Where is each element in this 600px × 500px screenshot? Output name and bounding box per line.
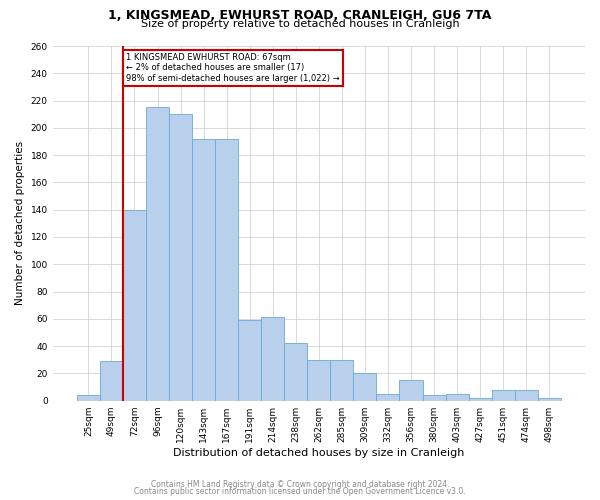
Bar <box>192 139 215 400</box>
Bar <box>538 398 561 400</box>
Bar <box>331 360 353 401</box>
Bar <box>422 396 446 400</box>
Bar <box>376 394 400 400</box>
Bar <box>146 108 169 401</box>
Text: 1, KINGSMEAD, EWHURST ROAD, CRANLEIGH, GU6 7TA: 1, KINGSMEAD, EWHURST ROAD, CRANLEIGH, G… <box>109 9 491 22</box>
Bar <box>215 139 238 400</box>
Bar <box>123 210 146 400</box>
Bar <box>400 380 422 400</box>
Bar <box>261 318 284 400</box>
Bar <box>446 394 469 400</box>
Bar <box>491 390 515 400</box>
Bar <box>77 396 100 400</box>
X-axis label: Distribution of detached houses by size in Cranleigh: Distribution of detached houses by size … <box>173 448 464 458</box>
Text: Size of property relative to detached houses in Cranleigh: Size of property relative to detached ho… <box>140 19 460 29</box>
Text: Contains HM Land Registry data © Crown copyright and database right 2024.: Contains HM Land Registry data © Crown c… <box>151 480 449 489</box>
Bar <box>307 360 331 401</box>
Bar <box>284 344 307 400</box>
Text: Contains public sector information licensed under the Open Government Licence v3: Contains public sector information licen… <box>134 487 466 496</box>
Bar <box>353 374 376 400</box>
Text: 1 KINGSMEAD EWHURST ROAD: 67sqm
← 2% of detached houses are smaller (17)
98% of : 1 KINGSMEAD EWHURST ROAD: 67sqm ← 2% of … <box>127 53 340 82</box>
Bar <box>100 361 123 401</box>
Bar <box>169 114 192 401</box>
Bar <box>469 398 491 400</box>
Y-axis label: Number of detached properties: Number of detached properties <box>15 142 25 306</box>
Bar <box>515 390 538 400</box>
Bar <box>238 320 261 400</box>
